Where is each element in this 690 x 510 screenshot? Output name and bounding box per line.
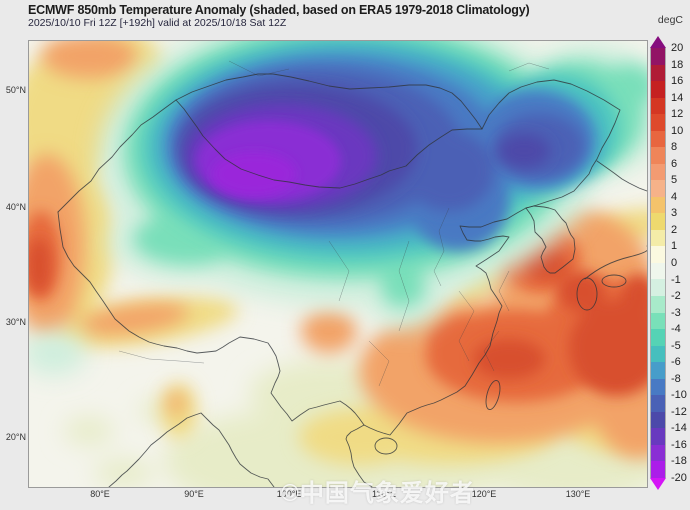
lon-label: 90°E xyxy=(184,489,204,499)
colorbar-tick-label: 6 xyxy=(671,157,678,170)
valid-time-subtitle: 2025/10/10 Fri 12Z [+192h] valid at 2025… xyxy=(28,17,287,29)
colorbar-segment xyxy=(650,229,666,247)
colorbar-tick-label: 14 xyxy=(671,91,684,104)
colorbar-tick-label: 20 xyxy=(671,42,684,54)
colorbar-segment xyxy=(650,378,666,396)
colorbar-segment xyxy=(650,279,666,296)
colorbar-tick-label: 18 xyxy=(671,58,684,71)
lon-label: 100°E xyxy=(276,489,302,499)
lon-label: 130°E xyxy=(565,489,591,499)
colorbar-bottom-arrow xyxy=(650,477,666,490)
colorbar-top-arrow xyxy=(650,36,666,48)
colorbar-segment xyxy=(650,180,666,197)
colorbar-tick-label: -16 xyxy=(671,438,687,451)
colorbar-segment xyxy=(650,48,666,65)
colorbar-tick-label: 1 xyxy=(671,240,678,253)
colorbar-segment xyxy=(650,163,666,181)
page-title: ECMWF 850mb Temperature Anomaly (shaded,… xyxy=(28,3,530,17)
colorbar-segment xyxy=(650,345,666,363)
colorbar-segment xyxy=(650,295,666,313)
colorbar-tick-label: -6 xyxy=(671,356,681,369)
colorbar-tick-label: -4 xyxy=(671,323,681,336)
colorbar-segment xyxy=(650,444,666,462)
units-label: degC xyxy=(657,14,683,26)
colorbar-segment xyxy=(650,196,666,214)
colorbar-tick-label: -3 xyxy=(671,306,681,319)
colorbar-segment xyxy=(650,114,666,131)
colorbar-tick-label: -8 xyxy=(671,372,681,385)
colorbar-segment xyxy=(650,130,666,148)
anomaly-map-svg xyxy=(29,41,647,487)
colorbar-tick-label: 10 xyxy=(671,124,684,137)
province-borders xyxy=(118,60,550,387)
lat-label: 50°N xyxy=(5,85,26,95)
colorbar-tick-label: -10 xyxy=(671,389,687,402)
colorbar-segment xyxy=(650,97,666,115)
colorbar-segment xyxy=(650,246,666,263)
colorbar-segment xyxy=(650,428,666,445)
country-borders xyxy=(57,73,647,487)
colorbar xyxy=(650,36,666,490)
colorbar-tick-label: -20 xyxy=(671,472,687,484)
colorbar-tick-label: -12 xyxy=(671,405,687,418)
colorbar-segment xyxy=(650,312,666,330)
colorbar-segments xyxy=(650,48,666,478)
anomaly-map xyxy=(28,40,648,488)
colorbar-segment xyxy=(650,411,666,429)
colorbar-segment xyxy=(650,262,666,280)
colorbar-tick-label: -18 xyxy=(671,455,687,468)
colorbar-tick-label: 16 xyxy=(671,75,684,88)
colorbar-tick-label: -14 xyxy=(671,422,687,435)
lat-label: 20°N xyxy=(5,432,26,442)
colorbar-tick-label: -1 xyxy=(671,273,681,286)
colorbar-segment xyxy=(650,461,666,478)
lat-label: 30°N xyxy=(5,317,26,327)
colorbar-segment xyxy=(650,81,666,98)
colorbar-tick-label: 2 xyxy=(671,223,678,236)
lon-label: 80°E xyxy=(90,489,110,499)
lon-label: 110°E xyxy=(372,489,396,499)
colorbar-tick-label: 12 xyxy=(671,108,684,121)
colorbar-segment xyxy=(650,395,666,412)
colorbar-tick-label: 3 xyxy=(671,207,678,220)
colorbar-segment xyxy=(650,213,666,230)
colorbar-segment xyxy=(650,147,666,164)
lat-label: 40°N xyxy=(5,202,26,212)
colorbar-tick-label: 4 xyxy=(671,190,678,203)
colorbar-tick-label: -5 xyxy=(671,339,681,352)
colorbar-tick-label: 8 xyxy=(671,141,678,154)
colorbar-segment xyxy=(650,329,666,346)
colorbar-segment xyxy=(650,64,666,82)
colorbar-tick-label: 0 xyxy=(671,257,678,269)
colorbar-segment xyxy=(650,362,666,379)
colorbar-tick-label: 5 xyxy=(671,174,678,187)
colorbar-tick-label: -2 xyxy=(671,290,681,303)
lon-label: 120°E xyxy=(471,489,497,499)
